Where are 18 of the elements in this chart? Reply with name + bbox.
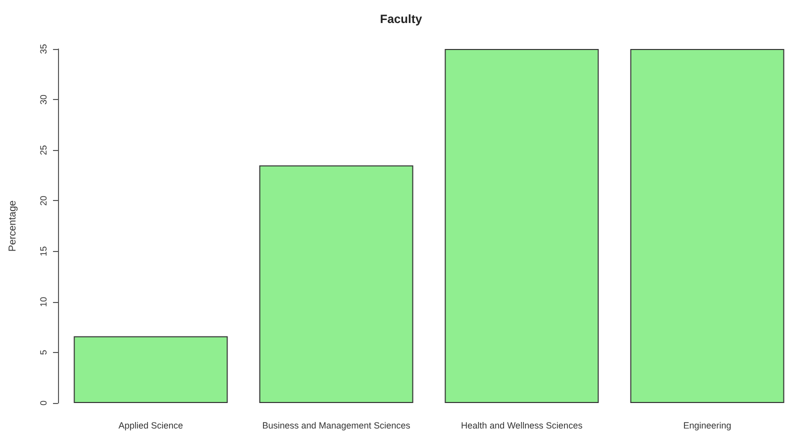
bar [259, 165, 414, 403]
y-tick-label: 0 [38, 400, 48, 406]
bar [444, 49, 599, 403]
x-tick-label: Health and Wellness Sciences [461, 420, 583, 430]
y-tick-label: 5 [38, 350, 48, 355]
bar [630, 49, 784, 403]
y-tick-label: 20 [38, 196, 48, 206]
y-tick-label: 25 [38, 145, 48, 156]
x-tick-label: Applied Science [118, 420, 184, 430]
y-tick-label: 15 [38, 246, 48, 256]
x-tick-label: Business and Management Sciences [262, 420, 411, 430]
chart-title: Faculty [380, 12, 422, 26]
bar [74, 336, 228, 403]
y-tick-label: 30 [38, 94, 48, 105]
y-tick-label: 10 [38, 296, 48, 307]
y-axis-title: Percentage [8, 200, 18, 252]
x-tick-label: Engineering [683, 420, 732, 430]
y-tick-label: 35 [38, 44, 48, 54]
